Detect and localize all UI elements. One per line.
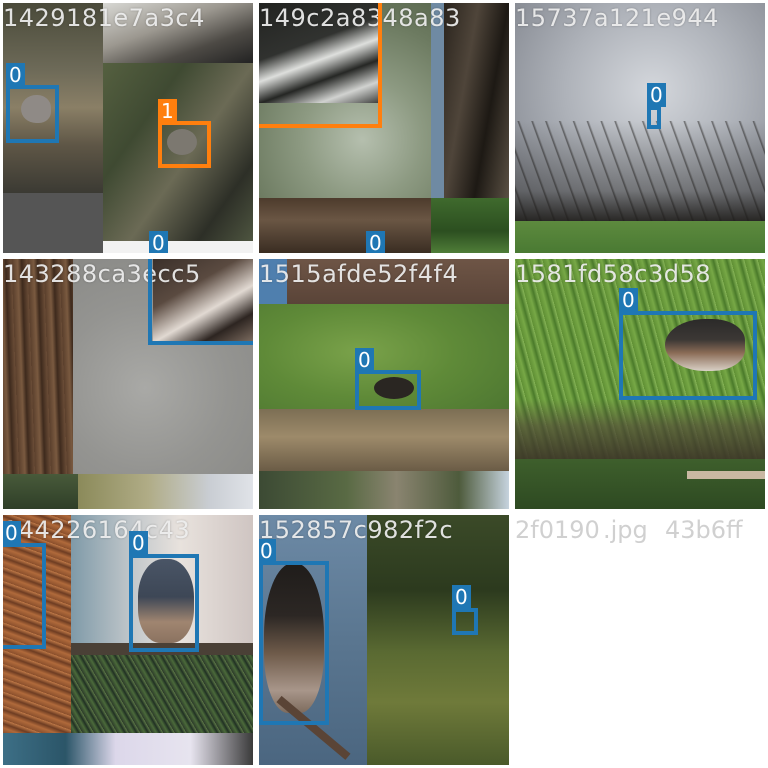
photo-bird bbox=[264, 563, 324, 713]
photo-bird bbox=[21, 95, 51, 123]
bounding-box bbox=[259, 3, 382, 128]
bounding-box bbox=[647, 106, 661, 129]
ghost-text: 43b6ff bbox=[665, 516, 743, 544]
bounding-box bbox=[452, 608, 478, 635]
mosaic-tile: 149c2a8348a83 0 bbox=[259, 3, 509, 253]
mosaic-tile: 1581fd58c3d58 0 bbox=[515, 259, 765, 509]
bounding-box bbox=[259, 561, 329, 725]
bounding-box bbox=[148, 259, 253, 345]
tile-filename: 152857c982f2c bbox=[259, 516, 454, 544]
photo-bird bbox=[374, 377, 414, 399]
photo-wing-close bbox=[153, 259, 253, 341]
class-label: 0 bbox=[6, 63, 25, 87]
class-label: 0 bbox=[355, 348, 374, 372]
photo-leaf-litter bbox=[259, 409, 509, 471]
tile-filename: 144226164c43 bbox=[3, 516, 191, 544]
mosaic-tile: 143288ca3ecc5 bbox=[3, 259, 253, 509]
bounding-box bbox=[355, 370, 421, 410]
photo-bird bbox=[138, 559, 194, 643]
class-label: 0 bbox=[366, 231, 385, 253]
tile-filename: 149c2a8348a83 bbox=[259, 4, 461, 32]
photo-grass bbox=[515, 221, 765, 253]
photo-tree-bark bbox=[444, 3, 509, 198]
mosaic-tile: 15737a121e944 0 bbox=[515, 3, 765, 253]
photo-bottom-strip bbox=[259, 471, 509, 509]
class-label: 0 bbox=[259, 539, 276, 563]
bounding-box bbox=[158, 121, 211, 168]
ghost-text: .jpg bbox=[603, 516, 648, 544]
photo-branch-top bbox=[103, 3, 253, 63]
photo-pine-needles bbox=[71, 655, 253, 733]
mosaic-tile: 1429181e7a3c4 0 1 0 bbox=[3, 3, 253, 253]
photo-bare-branches bbox=[515, 121, 765, 221]
photo-white-strip bbox=[103, 241, 253, 253]
tile-filename: 1515afde52f4f4 bbox=[259, 260, 459, 288]
photo-twigs bbox=[259, 198, 431, 253]
mosaic-tile: 152857c982f2c 0 0 bbox=[259, 515, 509, 765]
photo-bird bbox=[665, 319, 745, 371]
class-label: 0 bbox=[149, 231, 168, 253]
photo-dry-ground bbox=[3, 3, 103, 193]
class-label: 0 bbox=[3, 521, 21, 545]
mosaic-tile: 144226164c43 0 0 bbox=[3, 515, 253, 765]
class-label: 0 bbox=[452, 585, 471, 609]
photo-blue-strip bbox=[259, 259, 287, 307]
photo-gray-fill bbox=[3, 193, 103, 253]
bounding-box bbox=[3, 543, 46, 649]
photo-bottom-strip bbox=[3, 733, 253, 765]
photo-forest bbox=[367, 515, 509, 765]
photo-foliage bbox=[431, 198, 509, 253]
photo-twig-strip bbox=[78, 474, 253, 509]
ghost-text: 2f0190 bbox=[515, 516, 600, 544]
tile-filename: 1429181e7a3c4 bbox=[3, 4, 205, 32]
class-label: 0 bbox=[647, 83, 666, 107]
class-label: 1 bbox=[158, 99, 177, 123]
mosaic-tile: 1515afde52f4f4 0 bbox=[259, 259, 509, 509]
class-label: 0 bbox=[129, 531, 148, 555]
photo-bark bbox=[3, 259, 73, 474]
bounding-box bbox=[619, 311, 757, 400]
bounding-box bbox=[6, 85, 59, 143]
photo-ground-strip bbox=[3, 474, 78, 509]
photo-shrubs bbox=[515, 459, 765, 509]
photo-fence bbox=[687, 471, 765, 479]
class-label: 0 bbox=[619, 288, 638, 312]
photo-bird bbox=[167, 129, 197, 155]
tile-filename: 15737a121e944 bbox=[515, 4, 719, 32]
bounding-box bbox=[129, 554, 199, 652]
tile-filename: 1581fd58c3d58 bbox=[515, 260, 712, 288]
photo-pine-litter bbox=[3, 515, 71, 733]
photo-bird-wing bbox=[259, 3, 379, 103]
photo-bark-strip bbox=[287, 259, 509, 304]
tile-filename: 143288ca3ecc5 bbox=[3, 260, 201, 288]
photo-grass-field bbox=[259, 304, 509, 424]
photo-soil bbox=[515, 399, 765, 459]
